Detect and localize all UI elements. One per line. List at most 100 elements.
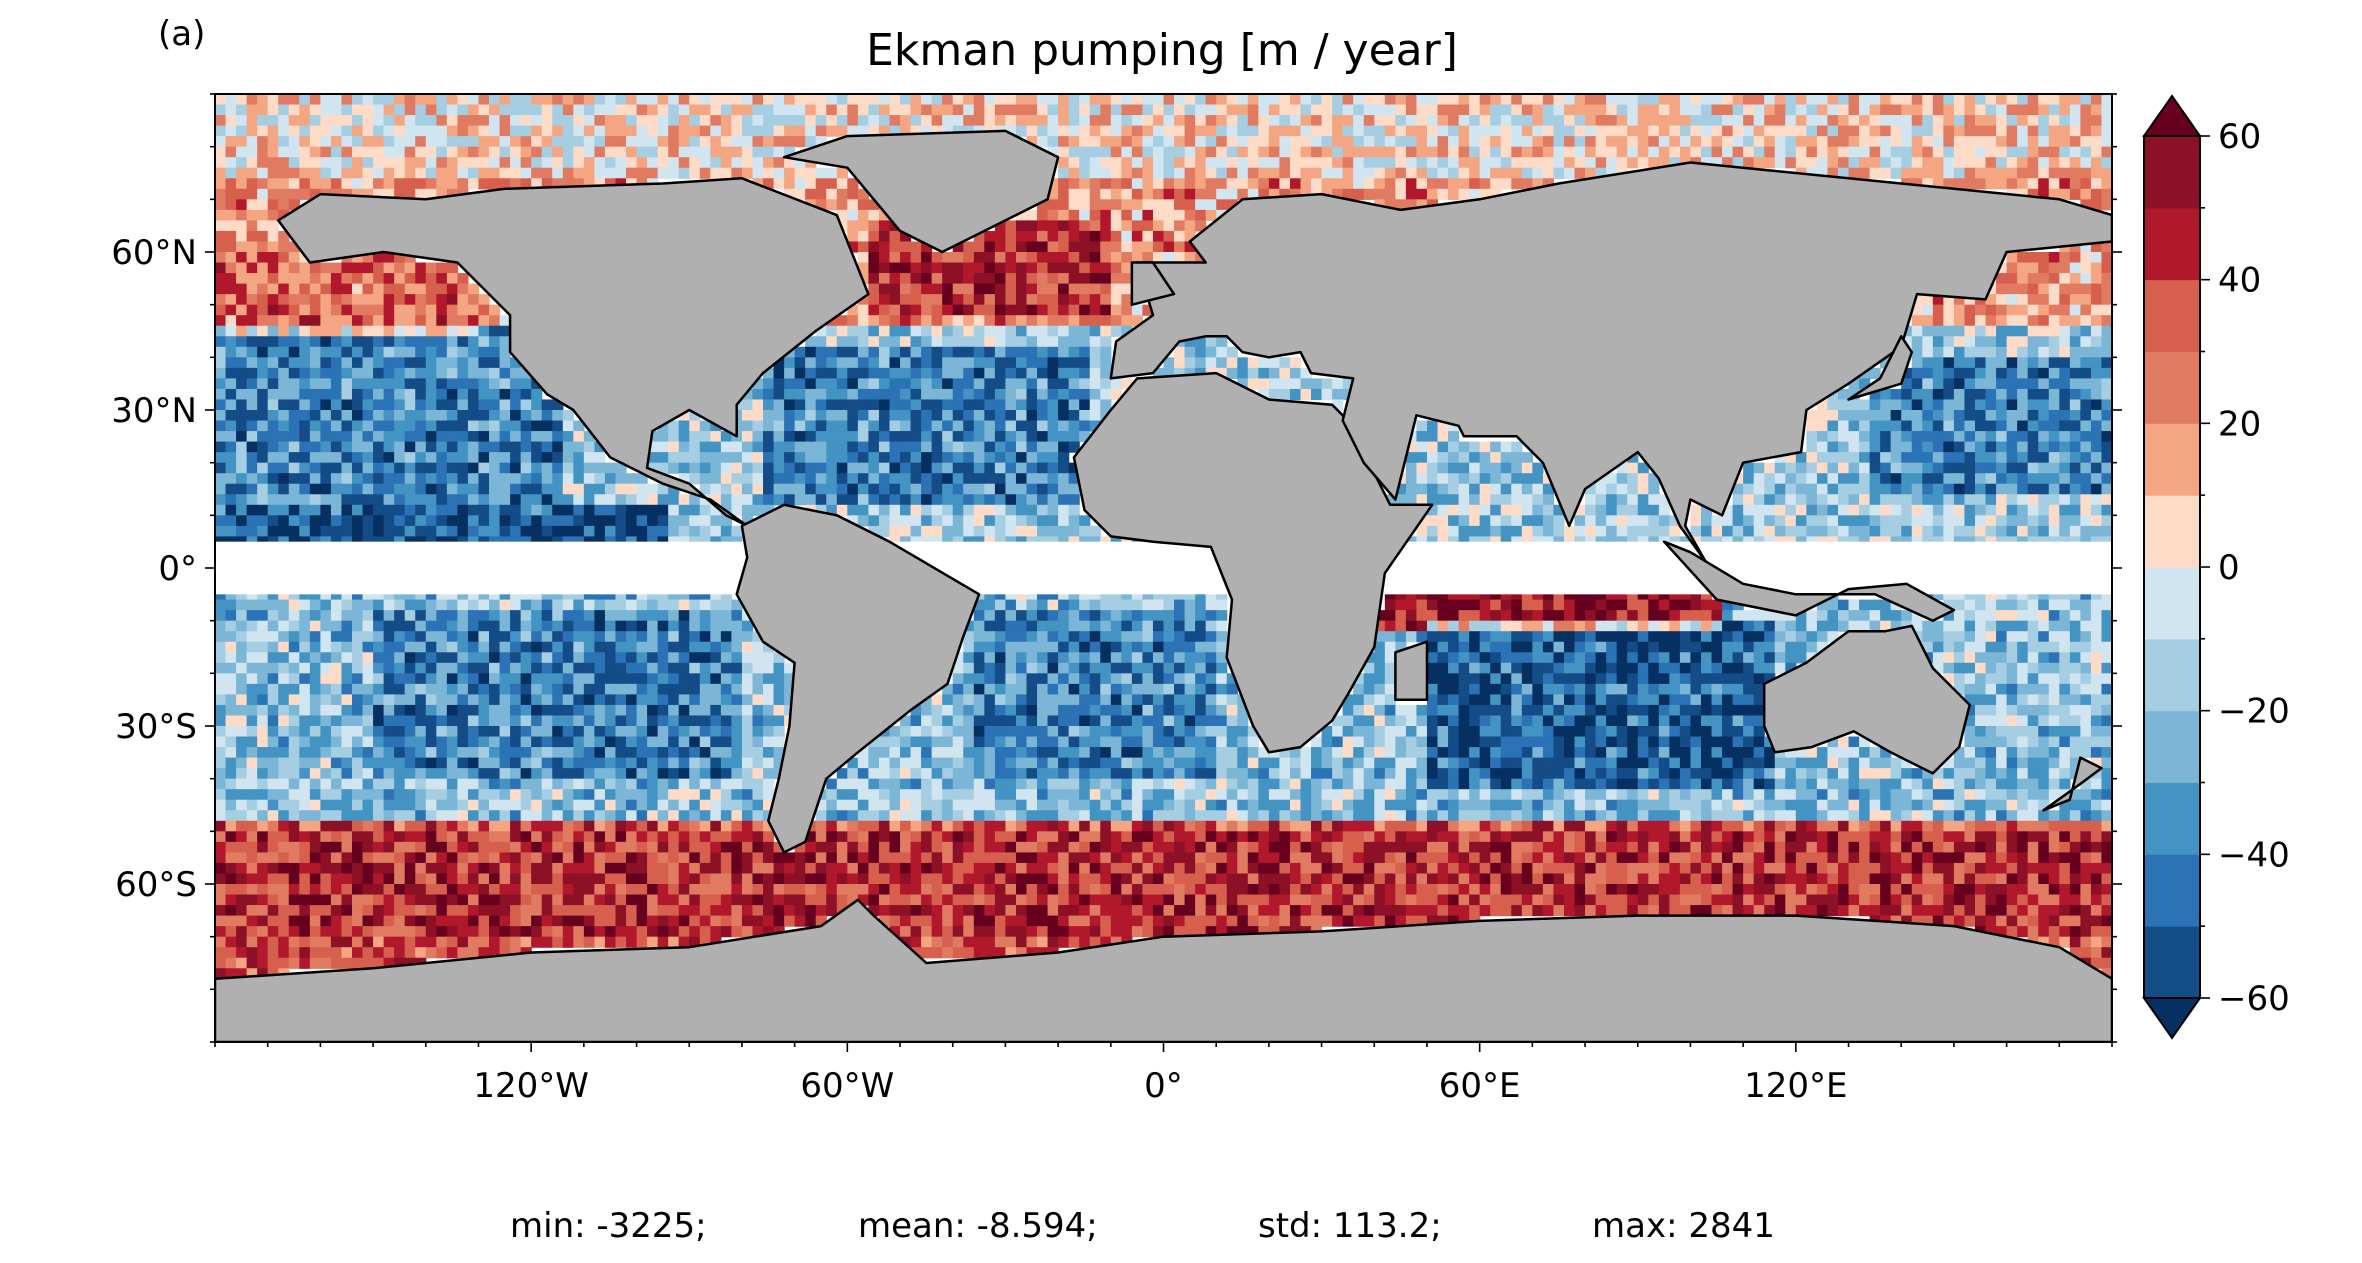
heatmap-cell	[446, 515, 458, 527]
heatmap-cell	[489, 431, 501, 443]
heatmap-cell	[1996, 157, 2008, 169]
heatmap-cell	[1521, 483, 1533, 495]
heatmap-cell	[341, 452, 353, 464]
heatmap-cell	[436, 431, 448, 443]
heatmap-cell	[878, 473, 891, 485]
heatmap-cell	[1753, 157, 1765, 169]
heatmap-cell	[900, 410, 912, 422]
heatmap-cell	[1131, 209, 1144, 221]
heatmap-cell	[320, 494, 332, 506]
heatmap-cell	[1026, 367, 1038, 379]
heatmap-cell	[1500, 115, 1512, 127]
heatmap-cell	[963, 420, 975, 432]
heatmap-cell	[1922, 441, 1934, 453]
heatmap-cell	[2080, 441, 2092, 453]
heatmap-cell	[868, 252, 880, 264]
heatmap-cell	[215, 399, 227, 411]
heatmap-cell	[657, 125, 669, 137]
heatmap-cell	[425, 483, 437, 495]
heatmap-cell	[2027, 441, 2039, 453]
heatmap-cell	[973, 483, 985, 495]
heatmap-cell	[1690, 525, 1702, 537]
heatmap-cell	[1974, 167, 1987, 179]
heatmap-cell	[236, 325, 248, 337]
heatmap-cell	[383, 336, 395, 348]
heatmap-cell	[1827, 525, 1839, 537]
heatmap-cell	[857, 115, 870, 127]
heatmap-cell	[836, 125, 848, 137]
heatmap-cell	[1816, 94, 1829, 106]
heatmap-cell	[741, 125, 754, 137]
heatmap-cell	[1848, 399, 1860, 411]
heatmap-cell	[373, 473, 385, 485]
heatmap-cell	[320, 483, 332, 495]
heatmap-cell	[1005, 241, 1017, 253]
heatmap-cell	[805, 357, 817, 369]
heatmap-cell	[510, 494, 522, 506]
heatmap-cell	[952, 452, 964, 464]
heatmap-cell	[1152, 94, 1165, 106]
heatmap-cell	[436, 336, 448, 348]
heatmap-cell	[2069, 294, 2081, 306]
heatmap-cell	[1184, 178, 1196, 190]
heatmap-cell	[1058, 304, 1070, 316]
heatmap-cell	[1469, 483, 1481, 495]
heatmap-cell	[910, 452, 922, 464]
heatmap-cell	[910, 420, 922, 432]
heatmap-cell	[225, 283, 237, 295]
heatmap-cell	[425, 378, 437, 390]
heatmap-cell	[1658, 146, 1670, 158]
heatmap-cell	[1047, 410, 1059, 422]
heatmap-cell	[541, 515, 553, 527]
heatmap-cell	[1258, 367, 1270, 379]
heatmap-cell	[2059, 304, 2071, 316]
heatmap-cell	[984, 504, 996, 516]
heatmap-cell	[1121, 273, 1133, 285]
heatmap-cell	[1627, 494, 1639, 506]
heatmap-cell	[773, 494, 785, 506]
heatmap-cell	[1437, 431, 1449, 443]
heatmap-cell	[963, 94, 975, 106]
heatmap-cell	[1374, 94, 1386, 106]
heatmap-cell	[1015, 420, 1028, 432]
heatmap-cell	[236, 452, 248, 464]
heatmap-cell	[2027, 504, 2039, 516]
heatmap-cell	[963, 252, 975, 264]
heatmap-cell	[1479, 188, 1491, 200]
heatmap-cell	[1058, 420, 1070, 432]
heatmap-cell	[741, 94, 754, 106]
heatmap-cell	[1131, 304, 1144, 316]
heatmap-cell	[1985, 515, 1997, 527]
heatmap-cell	[657, 494, 669, 506]
heatmap-cell	[1142, 136, 1154, 148]
heatmap-cell	[794, 452, 806, 464]
heatmap-cell	[1753, 504, 1765, 516]
heatmap-cell	[1922, 388, 1934, 401]
heatmap-cell	[415, 346, 427, 358]
heatmap-cell	[2069, 367, 2081, 379]
heatmap-cell	[478, 125, 490, 137]
heatmap-cell	[1880, 494, 1892, 506]
heatmap-cell	[1911, 515, 1923, 527]
heatmap-cell	[2080, 315, 2092, 327]
heatmap-cell	[678, 115, 690, 127]
heatmap-cell	[1964, 157, 1976, 169]
heatmap-cell	[1974, 125, 1987, 137]
heatmap-cell	[1837, 525, 1850, 537]
heatmap-cell	[1996, 262, 2008, 274]
heatmap-cell	[225, 388, 237, 401]
heatmap-cell	[763, 431, 775, 443]
heatmap-cell	[1437, 125, 1449, 137]
heatmap-cell	[1553, 136, 1565, 148]
heatmap-cell	[541, 431, 553, 443]
heatmap-cell	[520, 157, 532, 169]
heatmap-cell	[2017, 252, 2029, 264]
heatmap-cell	[1037, 241, 1049, 253]
heatmap-cell	[1047, 273, 1059, 285]
heatmap-cell	[352, 188, 364, 200]
heatmap-cell	[773, 473, 785, 485]
heatmap-cell	[1922, 399, 1934, 411]
heatmap-cell	[1553, 125, 1565, 137]
heatmap-cell	[309, 136, 321, 148]
heatmap-cell	[489, 388, 501, 401]
